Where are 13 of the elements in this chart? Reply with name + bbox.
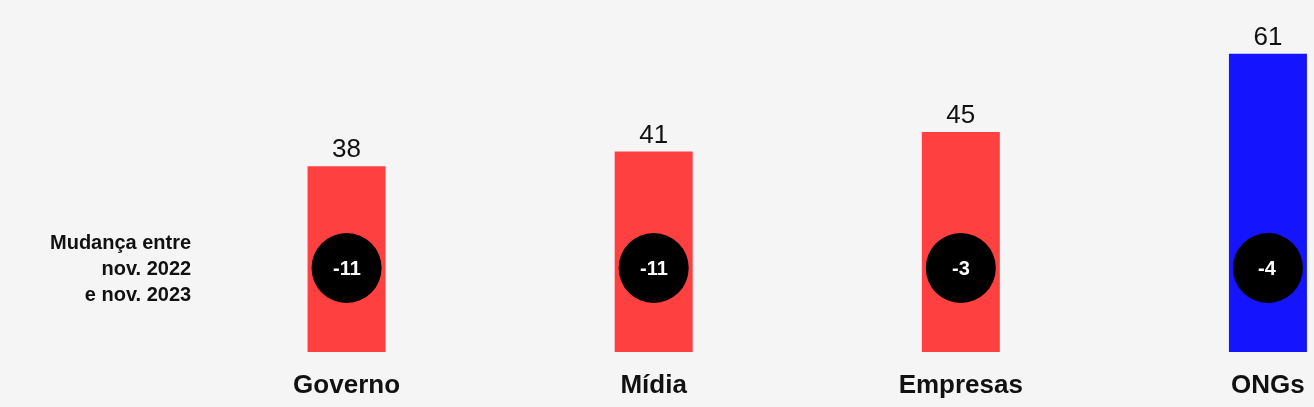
x-tick-label: Empresas xyxy=(898,369,1023,399)
annotation: -11 xyxy=(333,257,361,279)
x-tick-label: ONGs xyxy=(1231,369,1305,399)
data-label: 61 xyxy=(1253,20,1283,51)
data-label: 41 xyxy=(639,118,669,149)
x-tick-label: Mídia xyxy=(620,369,688,399)
annotation: -3 xyxy=(952,257,970,279)
data-label: 45 xyxy=(946,98,976,129)
data-label: 38 xyxy=(332,133,362,164)
annotation: -4 xyxy=(1258,257,1277,279)
x-tick-label: Governo xyxy=(293,369,401,399)
annotation: -11 xyxy=(640,257,668,279)
text: Mudança entre nov. 2022 e nov. 2023 xyxy=(50,231,192,305)
